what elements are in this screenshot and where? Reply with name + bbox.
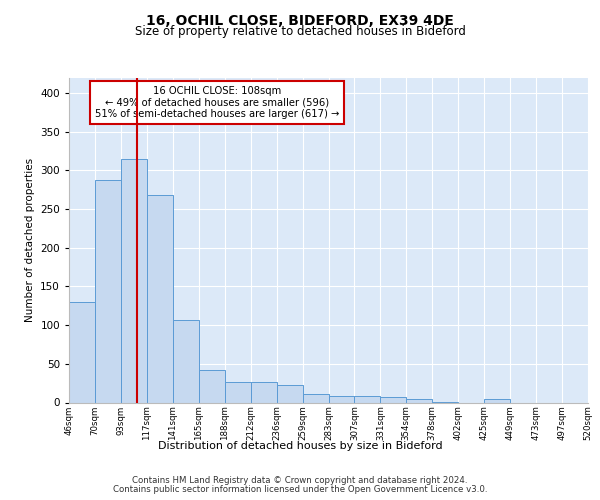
Text: Contains public sector information licensed under the Open Government Licence v3: Contains public sector information licen… [113,485,487,494]
Y-axis label: Number of detached properties: Number of detached properties [25,158,35,322]
Bar [251,382,277,402]
Text: 16 OCHIL CLOSE: 108sqm
← 49% of detached houses are smaller (596)
51% of semi-de: 16 OCHIL CLOSE: 108sqm ← 49% of detached… [95,86,339,119]
Bar [277,386,302,402]
Text: 16, OCHIL CLOSE, BIDEFORD, EX39 4DE: 16, OCHIL CLOSE, BIDEFORD, EX39 4DE [146,14,454,28]
Bar [225,382,251,402]
Bar [484,398,510,402]
Text: Size of property relative to detached houses in Bideford: Size of property relative to detached ho… [134,25,466,38]
Text: Distribution of detached houses by size in Bideford: Distribution of detached houses by size … [158,441,442,451]
Bar [329,396,355,402]
Bar [95,180,121,402]
Bar [147,195,173,402]
Bar [380,397,406,402]
Bar [199,370,224,402]
Bar [406,400,432,402]
Bar [121,159,147,402]
Text: Contains HM Land Registry data © Crown copyright and database right 2024.: Contains HM Land Registry data © Crown c… [132,476,468,485]
Bar [69,302,95,402]
Bar [355,396,380,402]
Bar [302,394,329,402]
Bar [173,320,199,402]
